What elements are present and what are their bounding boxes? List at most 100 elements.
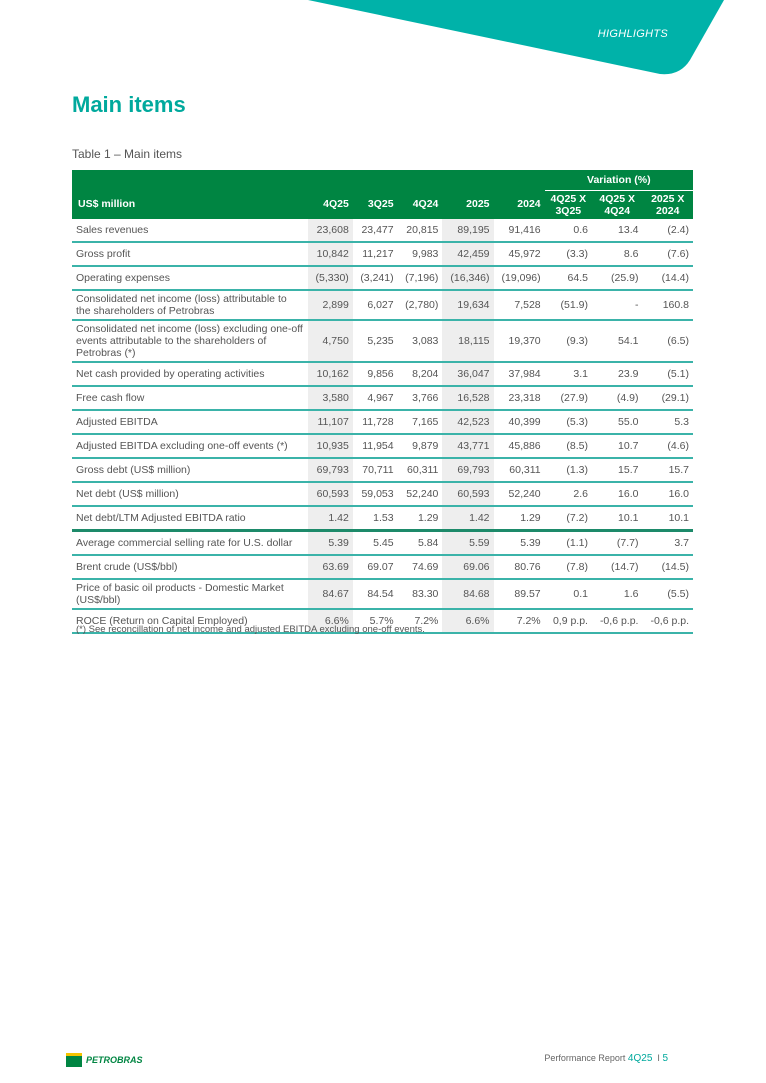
cell-value: 5.39 bbox=[493, 530, 545, 556]
cell-value: (9.3) bbox=[544, 319, 592, 363]
table-row: ROCE (Return on Capital Employed) 6.6% 5.7… bbox=[72, 608, 693, 634]
cell-value: (1.3) bbox=[544, 457, 592, 483]
row-label: Average commercial selling rate for U.S.… bbox=[72, 530, 308, 556]
table-row: Net debt (US$ million) 60,593 59,053 52,240… bbox=[72, 481, 693, 507]
footer-report: Performance Report 4Q25 I 5 bbox=[544, 1053, 668, 1064]
cell-value: (6.5) bbox=[642, 319, 693, 363]
cell-value: 42,523 bbox=[442, 409, 494, 435]
variation-column-header: 4Q25 X 3Q25 bbox=[544, 190, 592, 219]
cell-value: 60,311 bbox=[493, 457, 545, 483]
report-quarter: 4Q25 bbox=[627, 1053, 653, 1064]
table-row: Adjusted EBITDA 11,107 11,728 7,165 42,523 40… bbox=[72, 409, 693, 435]
table-row: Gross debt (US$ million) 69,793 70,711 60,3… bbox=[72, 457, 693, 483]
cell-value: 13.4 bbox=[591, 218, 643, 243]
cell-value: 6.6% bbox=[442, 608, 494, 634]
variation-column-header: 4Q25 X 4Q24 bbox=[591, 190, 643, 219]
cell-value: 0,9 p.p. bbox=[544, 608, 592, 634]
cell-value: 3,083 bbox=[397, 319, 443, 363]
cell-value: (14.4) bbox=[642, 265, 693, 291]
row-label: Adjusted EBITDA excluding one-off events… bbox=[72, 433, 308, 459]
cell-value: 60,593 bbox=[308, 481, 353, 507]
cell-value: 23,318 bbox=[493, 385, 545, 411]
table-row: Price of basic oil products - Domestic M… bbox=[72, 578, 693, 610]
separator: I bbox=[657, 1053, 660, 1063]
cell-value: 1.42 bbox=[308, 505, 353, 532]
page-number: 5 bbox=[662, 1053, 668, 1064]
row-label: Net debt (US$ million) bbox=[72, 481, 308, 507]
cell-value: 45,972 bbox=[493, 241, 545, 267]
cell-value: (25.9) bbox=[591, 265, 643, 291]
cell-value: 9,879 bbox=[397, 433, 443, 459]
cell-value: 1.42 bbox=[442, 505, 494, 532]
cell-value: (2,780) bbox=[397, 289, 443, 321]
section-label: HIGHLIGHTS bbox=[597, 28, 668, 40]
cell-value: 45,886 bbox=[493, 433, 545, 459]
main-items-table: Variation (%) US$ million 4Q25 3Q25 4Q24 2025… bbox=[72, 170, 693, 634]
cell-value: 5.59 bbox=[442, 530, 494, 556]
cell-value: 69.07 bbox=[352, 554, 398, 580]
row-label: Consolidated net income (loss) excluding… bbox=[72, 319, 308, 363]
cell-value: 5.45 bbox=[352, 530, 398, 556]
table-caption: Table 1 – Main items bbox=[72, 147, 183, 161]
table-row: Consolidated net income (loss) attributa… bbox=[72, 289, 693, 321]
cell-value: 16,528 bbox=[442, 385, 494, 411]
cell-value: 15.7 bbox=[642, 457, 693, 483]
cell-value: 7,528 bbox=[493, 289, 545, 321]
cell-value: (16,346) bbox=[442, 265, 494, 291]
cell-value: 4,967 bbox=[352, 385, 398, 411]
footnote: (*) See reconcillation of net income and… bbox=[76, 624, 425, 635]
cell-value: (4.9) bbox=[591, 385, 643, 411]
cell-value: (51.9) bbox=[544, 289, 592, 321]
column-header: 2024 bbox=[493, 190, 545, 219]
variation-header: Variation (%) bbox=[544, 170, 693, 191]
petrobras-logo: PETROBRAS bbox=[66, 1053, 143, 1067]
cell-value: 69,793 bbox=[308, 457, 353, 483]
cell-value: 7,165 bbox=[397, 409, 443, 435]
cell-value: 89.57 bbox=[493, 578, 545, 610]
cell-value: 52,240 bbox=[493, 481, 545, 507]
cell-value: 60,593 bbox=[442, 481, 494, 507]
cell-value: 160.8 bbox=[642, 289, 693, 321]
cell-value: 18,115 bbox=[442, 319, 494, 363]
variation-column-header: 2025 X 2024 bbox=[642, 190, 693, 219]
cell-value: 3,580 bbox=[308, 385, 353, 411]
cell-value: 20,815 bbox=[397, 218, 443, 243]
row-label: Brent crude (US$/bbl) bbox=[72, 554, 308, 580]
cell-value: 84.68 bbox=[442, 578, 494, 610]
cell-value: (5.5) bbox=[642, 578, 693, 610]
table-row: Net debt/LTM Adjusted EBITDA ratio 1.42 1.… bbox=[72, 505, 693, 532]
cell-value: (5.3) bbox=[544, 409, 592, 435]
cell-value: 10,842 bbox=[308, 241, 353, 267]
cell-value: - bbox=[591, 289, 643, 321]
table-row: Operating expenses (5,330) (3,241) (7,196)(… bbox=[72, 265, 693, 291]
cell-value: 52,240 bbox=[397, 481, 443, 507]
cell-value: 10.1 bbox=[642, 505, 693, 532]
row-label: ROCE (Return on Capital Employed) bbox=[72, 608, 308, 634]
row-label: Operating expenses bbox=[72, 265, 308, 291]
cell-value: 0.1 bbox=[544, 578, 592, 610]
cell-value: 36,047 bbox=[442, 361, 494, 387]
cell-value: 4,750 bbox=[308, 319, 353, 363]
cell-value: 11,728 bbox=[352, 409, 398, 435]
cell-value: (8.5) bbox=[544, 433, 592, 459]
cell-value: 0.6 bbox=[544, 218, 592, 243]
cell-value: 8.6 bbox=[591, 241, 643, 267]
cell-value: 9,983 bbox=[397, 241, 443, 267]
logo-text: PETROBRAS bbox=[86, 1055, 143, 1065]
cell-value: (7,196) bbox=[397, 265, 443, 291]
cell-value: 23,477 bbox=[352, 218, 398, 243]
cell-value: 1.6 bbox=[591, 578, 643, 610]
cell-value: 6,027 bbox=[352, 289, 398, 321]
cell-value: (3,241) bbox=[352, 265, 398, 291]
cell-value: 37,984 bbox=[493, 361, 545, 387]
cell-value: 5,235 bbox=[352, 319, 398, 363]
cell-value: (7.2) bbox=[544, 505, 592, 532]
cell-value: 59,053 bbox=[352, 481, 398, 507]
cell-value: (5,330) bbox=[308, 265, 353, 291]
cell-value: (1.1) bbox=[544, 530, 592, 556]
cell-value: 69,793 bbox=[442, 457, 494, 483]
cell-value: 91,416 bbox=[493, 218, 545, 243]
cell-value: 55.0 bbox=[591, 409, 643, 435]
table-row: Consolidated net income (loss) excluding… bbox=[72, 319, 693, 363]
column-header: 2025 bbox=[442, 190, 494, 219]
